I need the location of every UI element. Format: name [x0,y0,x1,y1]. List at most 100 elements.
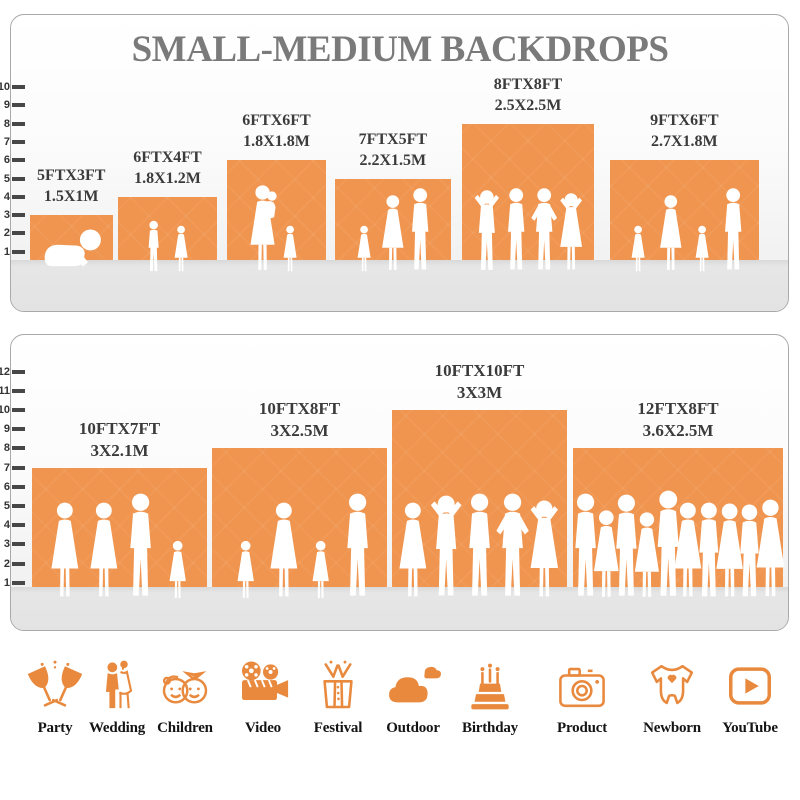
backdrop-bar [118,196,217,260]
person-silhouette-girl [692,225,712,273]
wedding-icon [89,658,145,714]
ruler-tick [12,369,25,374]
festival-icon [310,658,366,714]
person-silhouette-boy [143,220,164,273]
ruler-tick [12,231,25,236]
ruler-tick-number: 9 [3,423,10,436]
ruler-tick-number: 12 [0,365,10,378]
category-item-party: Party [13,658,97,737]
ruler-tick-number: 8 [3,117,10,130]
ruler-tick [12,249,25,254]
size-m-label: 3X3M [456,383,503,402]
ruler-tick [12,523,25,528]
category-label: Outdoor [386,720,440,736]
page-title: SMALL-MEDIUM BACKDROPS [131,29,669,70]
person-silhouette-woman-carrying [242,184,283,273]
category-label: Product [557,720,607,736]
ruler-tick-number: 7 [3,135,10,148]
video-icon [235,658,291,714]
backdrop-bar [227,160,326,260]
ruler-tick-number: 5 [3,500,10,512]
ruler-tick [12,504,25,508]
party-icon [27,658,83,714]
newborn-icon [644,658,700,714]
category-label: YouTube [722,720,778,736]
ruler-tick [12,194,25,199]
person-silhouette-woman [84,501,124,600]
category-item-youtube: YouTube [708,658,792,737]
ruler-tick-number: 11 [0,384,10,397]
backdrop-size-label: 8FTX8FT 2.5X2.5M [428,74,628,116]
size-m-label: 2.5X2.5M [494,96,562,114]
size-ft-label: 10FTX10FT [434,361,525,380]
person-silhouette-girl [233,540,258,601]
ruler-tick [12,408,25,412]
person-silhouette-man [403,187,437,273]
children-icon [157,658,213,714]
size-ft-label: 6FTX6FT [242,112,311,130]
person-silhouette-man [119,492,162,600]
ruler-tick-number: 10 [0,404,10,416]
ruler-tick-number: 4 [3,190,10,203]
product-icon [554,658,610,714]
size-ft-label: 12FTX8FT [637,399,719,419]
size-m-label: 2.7X1.8M [650,133,718,151]
ruler-tick [12,139,25,144]
ruler-tick-number: 6 [3,154,10,167]
ruler-tick-number: 4 [3,519,10,532]
ruler-tick-number: 1 [3,576,10,589]
ruler-tick [12,176,25,181]
size-ft-label: 7FTX5FT [358,130,428,148]
size-m-label: 3.6X2.5M [642,421,714,441]
category-item-video: Video [221,658,305,737]
category-item-newborn: Newborn [630,658,714,737]
ruler-tick [12,580,25,585]
ruler-tick [12,427,25,432]
category-label: Children [157,720,213,736]
ruler-tick-number: 7 [3,461,10,474]
person-silhouette-woman [655,194,687,273]
ruler-tick-number: 2 [3,557,10,570]
ruler-tick-number: 9 [3,99,10,112]
ruler-tick [12,103,25,108]
person-silhouette-woman [264,501,304,600]
person-silhouette-girl [171,225,191,273]
ruler-tick [12,121,25,126]
youtube-icon [722,658,778,714]
ruler-tick [12,561,25,566]
category-item-wedding: Wedding [75,658,159,737]
person-silhouette-baby [38,227,105,270]
category-item-birthday: Birthday [448,658,532,737]
backdrop-size-label: 5FTX3FT 1.5X1M [0,165,171,207]
backdrop-size-label: 10FTX10FT 3X3M [380,360,580,404]
person-silhouette-girl [165,540,190,601]
ruler-tick-number: 1 [3,245,10,258]
person-silhouette-woman [750,498,791,600]
backdrop-size-label: 10FTX7FT 3X2.1M [20,418,220,462]
ruler-tick [12,85,25,89]
person-silhouette-woman [45,501,85,600]
person-silhouette-man [336,492,379,600]
category-label: Video [245,720,281,736]
category-label: Wedding [88,720,146,736]
category-label: Newborn [643,720,701,736]
size-ft-label: 10FTX8FT [258,399,341,419]
backdrop-size-label: 6FTX4FT 1.8X1.2M [68,147,268,189]
size-m-label: 1.5X1M [43,188,99,206]
ruler-tick-number: 2 [3,227,10,240]
category-item-festival: Festival [296,658,380,737]
size-m-label: 1.8X1.8M [243,133,310,151]
size-ft-label: 8FTX8FT [493,75,563,93]
ruler-tick [12,446,25,451]
ruler-tick [12,388,25,393]
category-item-outdoor: Outdoor [371,658,455,737]
person-silhouette-man [716,187,750,273]
floor-strip-bottom [11,587,788,630]
category-item-children: Children [143,658,227,737]
size-m-label: 2.2X1.5M [359,151,427,169]
floor-strip-top [11,260,788,311]
backdrop-size-label: 6FTX6FT 1.8X1.8M [177,110,377,152]
size-ft-label: 5FTX3FT [36,167,106,185]
ruler-tick-number: 5 [3,172,10,185]
